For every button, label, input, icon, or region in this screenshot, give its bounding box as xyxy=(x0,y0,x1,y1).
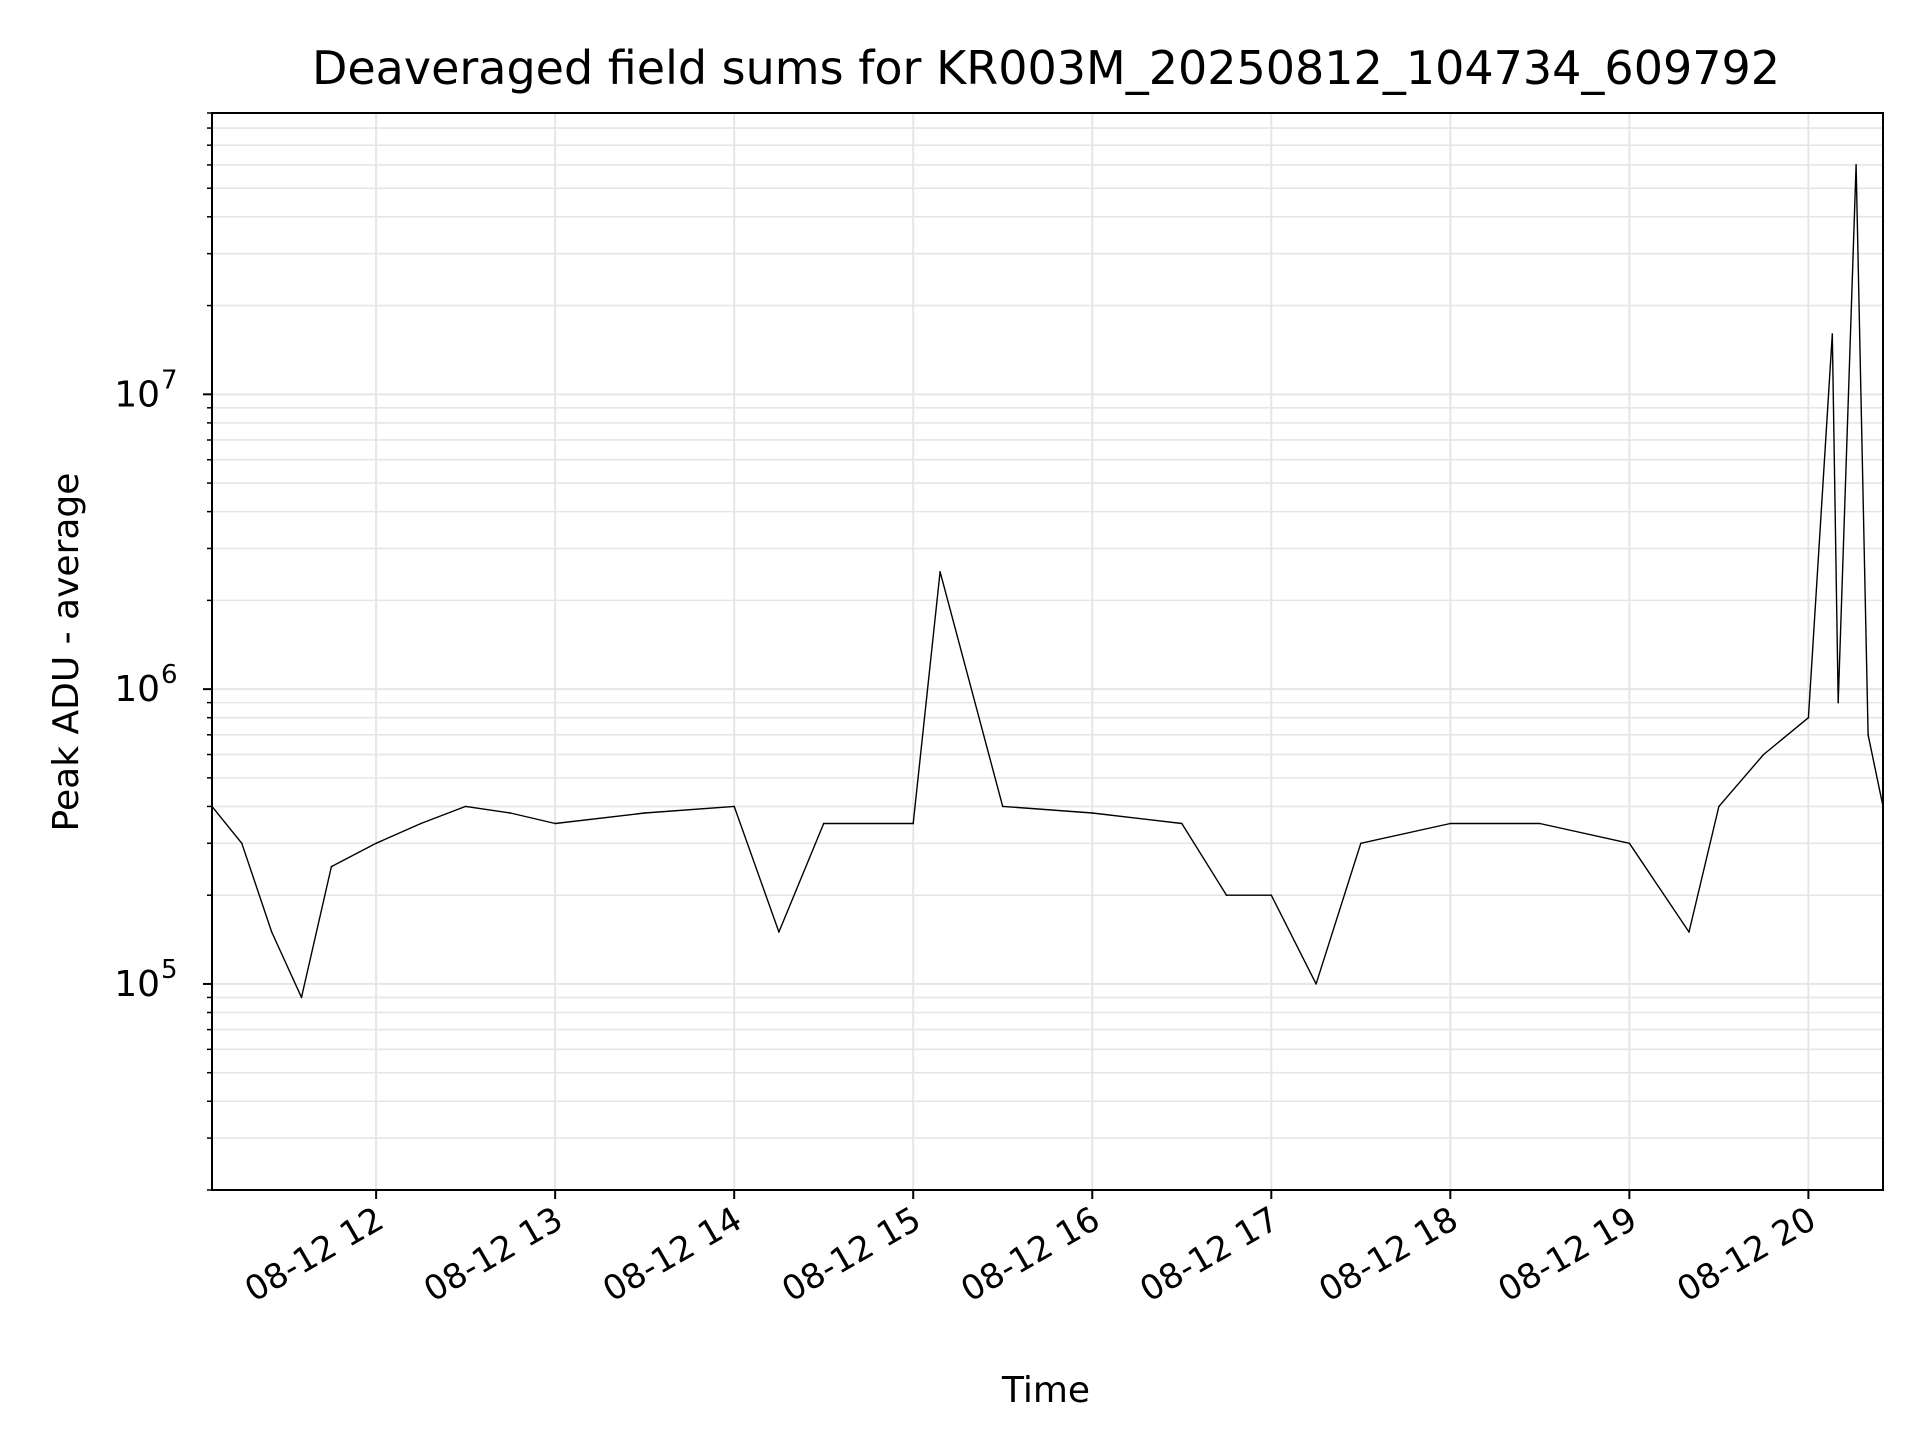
data-point xyxy=(1855,164,1857,166)
data-point xyxy=(270,931,273,933)
data-point xyxy=(643,812,646,814)
data-point xyxy=(1001,805,1004,808)
data-point xyxy=(554,822,556,825)
chart-title: Deaveraged field sums for KR003M_2025081… xyxy=(312,41,1780,95)
y-tick-label-base: 10 xyxy=(114,964,160,1005)
data-point xyxy=(509,812,512,814)
data-point xyxy=(1688,931,1690,933)
y-axis-label: Peak ADU - average xyxy=(46,473,87,832)
data-point xyxy=(822,822,825,825)
y-tick-label: 10 5 xyxy=(114,955,177,1005)
data-point xyxy=(1225,894,1228,896)
y-tick-label-base: 10 xyxy=(114,669,160,710)
data-point xyxy=(912,822,914,825)
data-point xyxy=(1315,983,1317,985)
data-point xyxy=(1807,716,1810,719)
y-tick-label: 10 7 xyxy=(114,365,177,415)
data-point xyxy=(1360,842,1362,845)
data-point xyxy=(1867,734,1869,736)
y-tick-label: 10 6 xyxy=(114,660,177,710)
data-point xyxy=(1837,701,1839,704)
data-point xyxy=(1091,812,1094,814)
y-tick-label-base: 10 xyxy=(114,374,160,415)
data-point xyxy=(464,805,467,808)
y-tick-label-exponent: 5 xyxy=(161,955,178,985)
y-tick-label-exponent: 6 xyxy=(161,660,178,690)
data-point xyxy=(1539,822,1541,825)
data-point xyxy=(1449,822,1452,825)
y-tick-label-exponent: 7 xyxy=(161,365,178,395)
data-point xyxy=(375,842,377,845)
data-point xyxy=(1181,822,1183,825)
data-point xyxy=(1762,753,1765,756)
data-point xyxy=(1718,805,1720,808)
data-point xyxy=(1831,333,1834,335)
data-point xyxy=(778,931,780,933)
plot-area xyxy=(211,164,1884,999)
data-point xyxy=(300,996,303,999)
data-point xyxy=(939,571,941,573)
data-point xyxy=(420,822,422,825)
x-axis-label: Time xyxy=(1001,1370,1090,1411)
data-point xyxy=(330,865,333,868)
data-point xyxy=(1628,842,1631,845)
data-point xyxy=(1270,894,1273,896)
data-point xyxy=(733,805,735,808)
data-point xyxy=(241,842,243,845)
axes-frame xyxy=(211,112,1884,1191)
